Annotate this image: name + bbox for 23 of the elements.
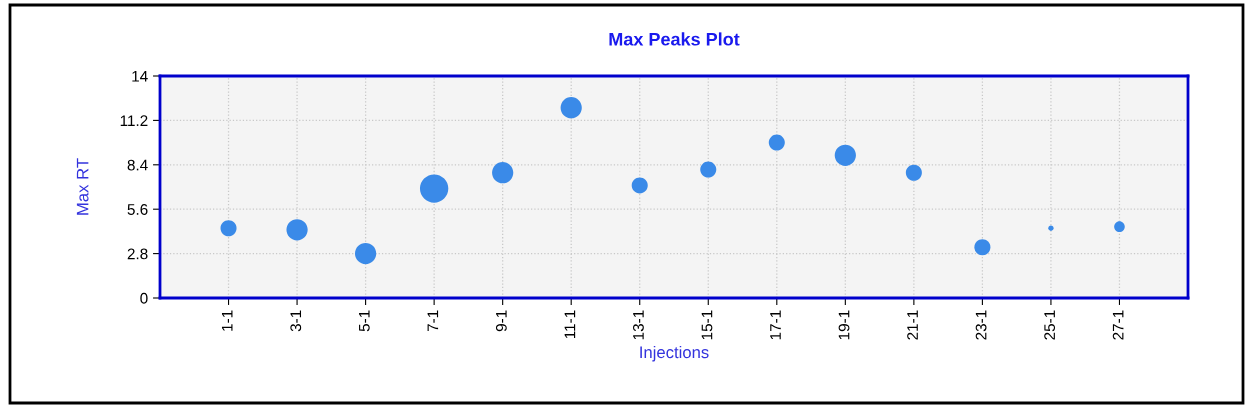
y-tick-label: 0 xyxy=(140,292,148,304)
x-tick-label: 25-1 xyxy=(1044,310,1056,340)
x-tick-label: 27-1 xyxy=(1112,310,1124,340)
y-tick-label: 8.4 xyxy=(127,159,148,171)
x-tick-label: 9-1 xyxy=(495,310,507,332)
x-tick-label: 7-1 xyxy=(427,310,439,332)
x-tick-label: 23-1 xyxy=(975,310,987,340)
x-tick-label: 15-1 xyxy=(701,310,713,340)
x-tick-label: 5-1 xyxy=(359,310,370,332)
y-tick-label: 2.8 xyxy=(127,248,148,260)
x-tick-label: 21-1 xyxy=(907,310,918,340)
x-tick-label: 17-1 xyxy=(770,310,781,340)
chart-title: Max Peaks Plot xyxy=(609,32,740,46)
x-tick-label: 3-1 xyxy=(290,310,302,332)
y-axis-title: Max RT xyxy=(76,158,89,215)
x-tick-label: 19-1 xyxy=(838,310,850,340)
x-axis-title: Injections xyxy=(640,345,709,362)
x-tick-label: 13-1 xyxy=(633,310,644,340)
y-tick-label: 5.6 xyxy=(127,204,148,215)
y-tick-label: 14 xyxy=(132,71,148,82)
x-tick-label: 11-1 xyxy=(564,310,576,339)
y-tick-label: 11.2 xyxy=(120,115,148,126)
x-tick-label: 1-1 xyxy=(221,310,233,331)
